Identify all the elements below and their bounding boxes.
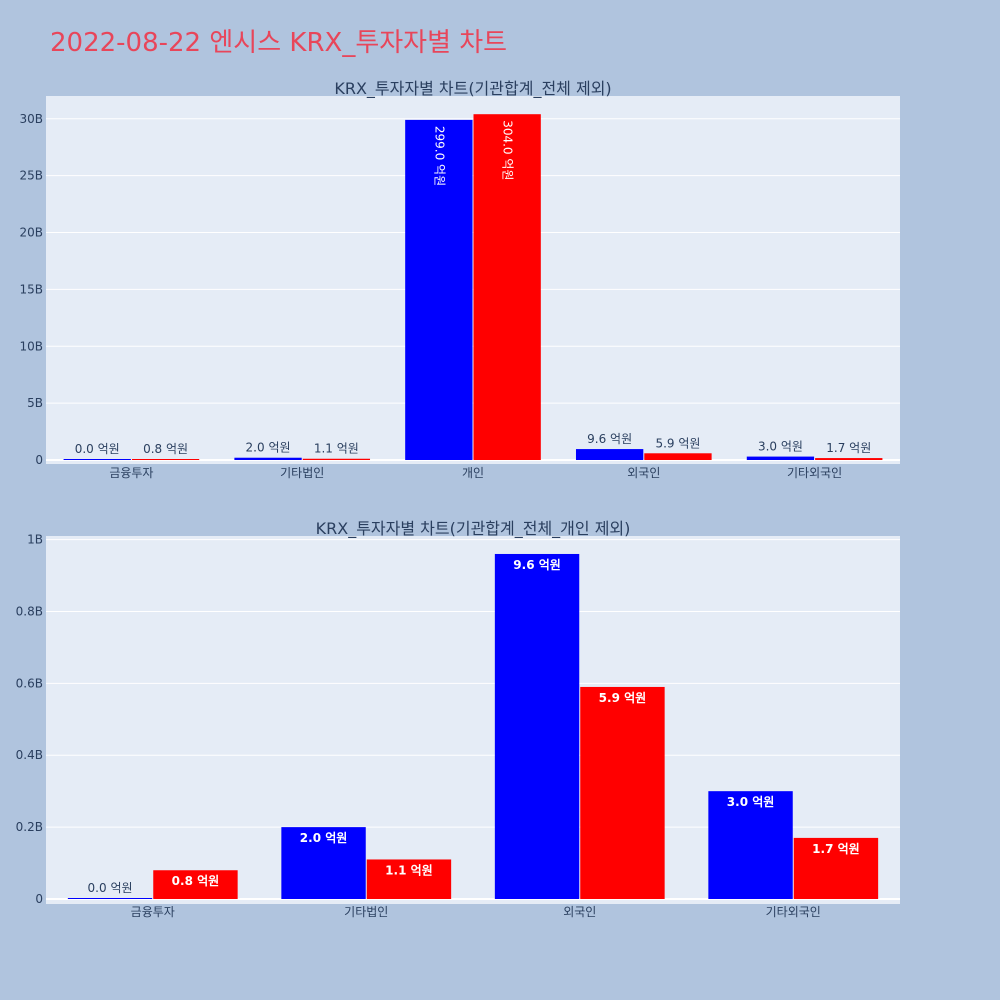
bar[interactable] [575, 449, 644, 460]
y-tick-label: 10B [19, 339, 43, 353]
x-tick-label: 기타법인 [280, 466, 324, 480]
data-label: 304.0 억원 [501, 120, 515, 180]
x-tick-label: 금융투자 [131, 905, 175, 919]
bar[interactable] [366, 859, 452, 899]
data-label: 3.0 억원 [727, 795, 775, 809]
y-tick-label: 15B [19, 282, 43, 296]
bar[interactable] [580, 686, 665, 899]
x-tick-label: 개인 [462, 466, 484, 480]
page-title: 2022-08-22 엔시스 KRX_투자자별 차트 [50, 28, 508, 58]
data-label: 9.6 억원 [513, 558, 561, 572]
data-label: 5.9 억원 [599, 691, 647, 705]
bar[interactable] [473, 114, 541, 460]
y-tick-label: 0.2B [16, 820, 43, 834]
data-label: 9.6 억원 [587, 432, 632, 446]
data-label: 3.0 억원 [758, 440, 803, 454]
data-label: 5.9 억원 [655, 436, 700, 450]
bar[interactable] [281, 827, 366, 899]
bar[interactable] [67, 898, 153, 899]
bar[interactable] [302, 458, 371, 460]
y-tick-label: 0.4B [16, 748, 43, 762]
x-tick-label: 금융투자 [109, 466, 153, 480]
bar[interactable] [153, 870, 238, 899]
data-label: 0.8 억원 [172, 874, 220, 888]
bar[interactable] [815, 458, 883, 460]
x-tick-label: 외국인 [563, 905, 596, 919]
bar[interactable] [793, 837, 879, 899]
bar[interactable] [234, 457, 302, 460]
data-label: 1.7 억원 [812, 842, 860, 856]
x-tick-label: 기타법인 [344, 905, 388, 919]
y-tick-label: 25B [19, 169, 43, 183]
chart-1: 0 5B 10B 15B 20B 25B 30B KRX_투자자별 차트(기관합계_전체 제외… [19, 79, 900, 480]
data-label: 2.0 억원 [300, 831, 348, 845]
bar[interactable] [131, 459, 200, 460]
bar[interactable] [494, 553, 580, 899]
chart-title: KRX_투자자별 차트(기관합계_전체_개인 제외) [316, 519, 631, 539]
x-tick-label: 기타외국인 [766, 905, 821, 919]
bar[interactable] [405, 119, 473, 460]
data-label: 1.1 억원 [385, 863, 433, 877]
data-label: 1.7 억원 [826, 441, 871, 455]
bar[interactable] [63, 459, 131, 460]
bar[interactable] [746, 456, 815, 460]
y-tick-label: 20B [19, 226, 43, 240]
y-tick-label: 30B [19, 112, 43, 126]
y-tick-label: 0.8B [16, 604, 43, 618]
data-label: 0.8 억원 [143, 442, 188, 456]
x-tick-label: 기타외국인 [787, 466, 842, 480]
data-label: 2.0 억원 [246, 441, 291, 455]
y-tick-label: 1B [27, 533, 43, 547]
chart-2: 0 0.2B 0.4B 0.6B 0.8B 1B KRX_투자자별 차트(기관합계_전체_개… [16, 519, 900, 919]
data-label: 299.0 억원 [432, 126, 446, 186]
plot-area [46, 96, 900, 464]
data-label: 1.1 억원 [314, 442, 359, 456]
data-label: 0.0 억원 [88, 881, 133, 895]
chart-title: KRX_투자자별 차트(기관합계_전체 제외) [334, 79, 611, 99]
data-label: 0.0 억원 [75, 442, 120, 456]
y-tick-label: 5B [27, 396, 43, 410]
y-tick-label: 0.6B [16, 676, 43, 690]
y-tick-label: 0 [35, 892, 43, 906]
y-tick-label: 0 [35, 453, 43, 467]
bar[interactable] [644, 453, 712, 460]
bar[interactable] [708, 791, 793, 899]
x-tick-label: 외국인 [627, 466, 660, 480]
